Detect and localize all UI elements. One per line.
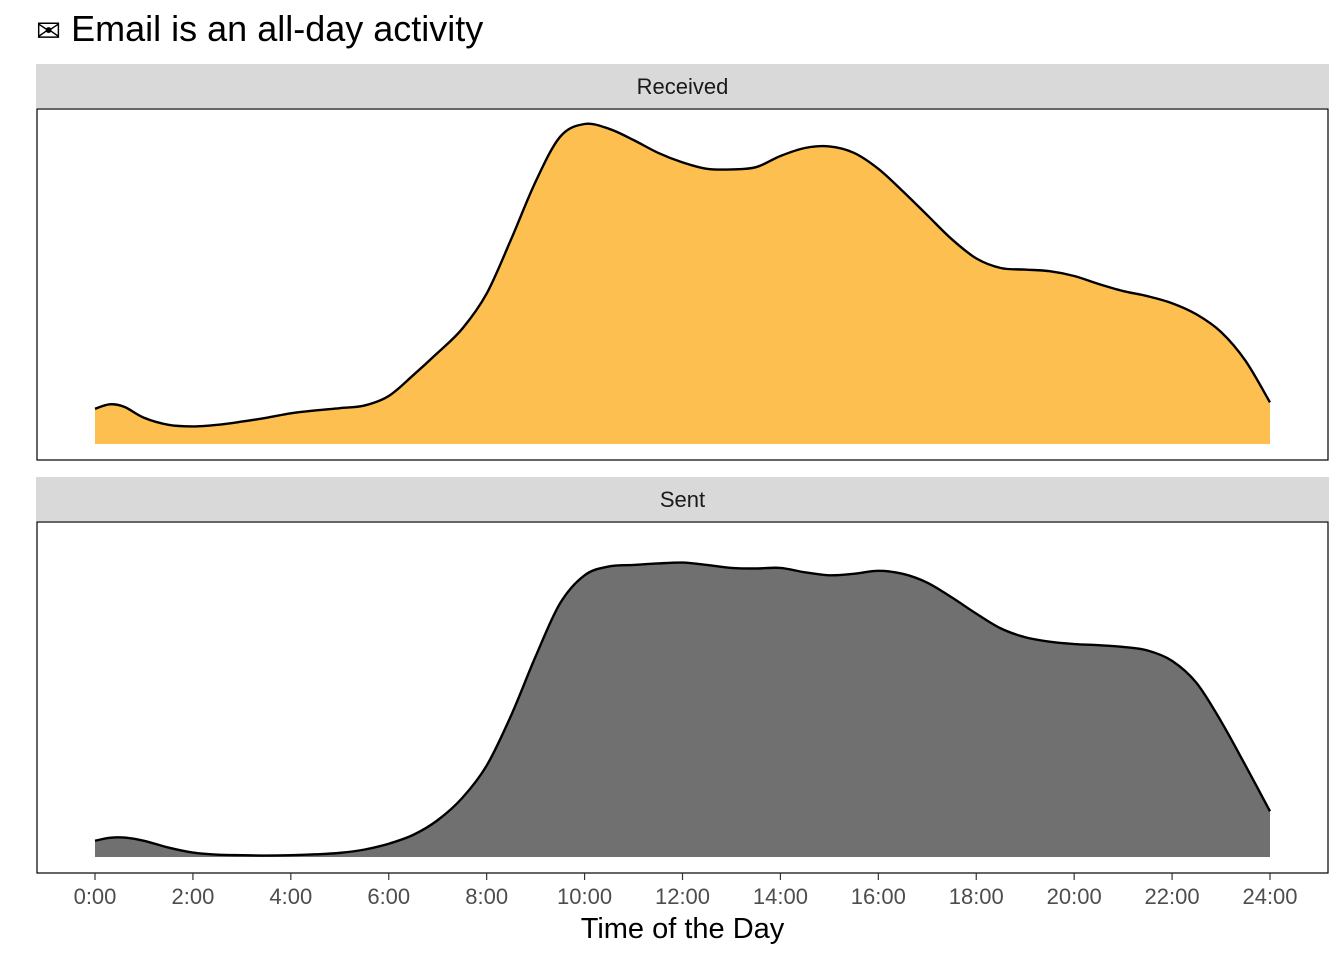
chart-title: ✉ Email is an all-day activity — [36, 8, 483, 50]
x-tick-label: 24:00 — [1242, 884, 1297, 909]
facet-label-received: Received — [637, 74, 729, 99]
x-tick-label: 10:00 — [557, 884, 612, 909]
density-line-received — [94, 122, 1272, 428]
facet-label-sent: Sent — [660, 487, 705, 512]
x-tick-label: 12:00 — [655, 884, 710, 909]
x-tick-label: 0:00 — [74, 884, 117, 909]
x-tick-label: 22:00 — [1145, 884, 1200, 909]
chart-title-text: Email is an all-day activity — [71, 8, 484, 49]
x-tick-label: 4:00 — [269, 884, 312, 909]
x-tick-label: 14:00 — [753, 884, 808, 909]
envelope-icon: ✉ — [36, 14, 62, 49]
density-area-received — [95, 123, 1270, 444]
x-tick-label: 18:00 — [949, 884, 1004, 909]
density-line-sent — [94, 561, 1272, 857]
facet-strip-received — [36, 64, 1329, 108]
x-tick-label: 20:00 — [1047, 884, 1102, 909]
x-axis-title: Time of the Day — [581, 913, 785, 945]
x-tick-label: 8:00 — [465, 884, 508, 909]
x-tick-label: 2:00 — [172, 884, 215, 909]
x-tick-label: 6:00 — [367, 884, 410, 909]
facet-strip-sent — [36, 477, 1329, 521]
x-tick-label: 16:00 — [851, 884, 906, 909]
density-area-sent — [95, 562, 1270, 857]
panel-border-received — [36, 108, 1329, 461]
